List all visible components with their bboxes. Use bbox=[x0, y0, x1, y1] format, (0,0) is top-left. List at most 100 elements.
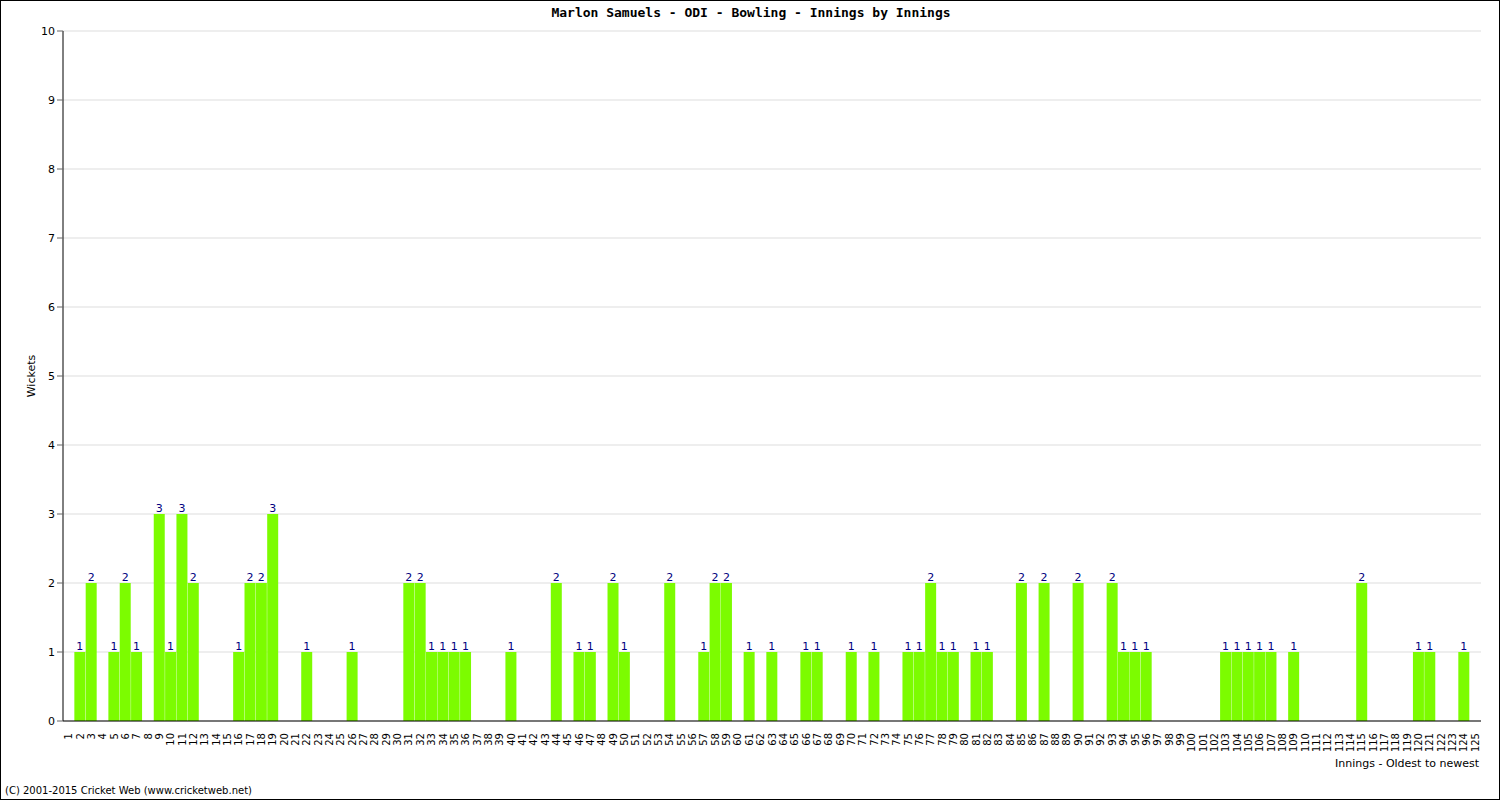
svg-text:43: 43 bbox=[540, 733, 551, 746]
svg-text:112: 112 bbox=[1322, 733, 1333, 752]
svg-text:123: 123 bbox=[1447, 733, 1458, 752]
svg-text:39: 39 bbox=[494, 733, 505, 746]
svg-text:1: 1 bbox=[349, 640, 356, 653]
svg-text:1: 1 bbox=[575, 640, 582, 653]
svg-text:32: 32 bbox=[415, 733, 426, 746]
svg-text:8: 8 bbox=[143, 733, 154, 739]
svg-text:10: 10 bbox=[165, 733, 176, 746]
svg-text:3: 3 bbox=[156, 502, 163, 515]
svg-text:1: 1 bbox=[984, 640, 991, 653]
svg-text:100: 100 bbox=[1186, 733, 1197, 752]
svg-text:33: 33 bbox=[426, 733, 437, 746]
svg-text:1: 1 bbox=[1267, 640, 1274, 653]
svg-text:2: 2 bbox=[553, 571, 560, 584]
svg-text:2: 2 bbox=[75, 733, 86, 739]
svg-text:2: 2 bbox=[190, 571, 197, 584]
svg-text:1: 1 bbox=[462, 640, 469, 653]
svg-text:1: 1 bbox=[110, 640, 117, 653]
svg-text:1: 1 bbox=[1290, 640, 1297, 653]
svg-text:1: 1 bbox=[1415, 640, 1422, 653]
svg-text:6: 6 bbox=[48, 301, 55, 314]
svg-text:1: 1 bbox=[1245, 640, 1252, 653]
svg-text:16: 16 bbox=[233, 733, 244, 746]
svg-text:2: 2 bbox=[1075, 571, 1082, 584]
svg-text:60: 60 bbox=[732, 733, 743, 746]
svg-text:104: 104 bbox=[1232, 733, 1243, 752]
svg-text:1: 1 bbox=[1120, 640, 1127, 653]
svg-text:8: 8 bbox=[48, 163, 55, 176]
svg-text:5: 5 bbox=[109, 733, 120, 739]
svg-text:1: 1 bbox=[938, 640, 945, 653]
svg-text:111: 111 bbox=[1311, 733, 1322, 752]
svg-text:71: 71 bbox=[857, 733, 868, 746]
svg-text:31: 31 bbox=[403, 733, 414, 746]
svg-text:1: 1 bbox=[746, 640, 753, 653]
svg-text:2: 2 bbox=[723, 571, 730, 584]
svg-text:11: 11 bbox=[177, 733, 188, 746]
svg-text:102: 102 bbox=[1209, 733, 1220, 752]
svg-text:66: 66 bbox=[801, 733, 812, 746]
svg-text:1: 1 bbox=[587, 640, 594, 653]
svg-text:1: 1 bbox=[916, 640, 923, 653]
svg-text:119: 119 bbox=[1402, 733, 1413, 752]
svg-text:29: 29 bbox=[381, 733, 392, 746]
svg-text:57: 57 bbox=[698, 733, 709, 746]
svg-text:44: 44 bbox=[551, 733, 562, 746]
svg-text:26: 26 bbox=[347, 733, 358, 746]
svg-text:19: 19 bbox=[267, 733, 278, 746]
svg-text:2: 2 bbox=[258, 571, 265, 584]
svg-text:92: 92 bbox=[1095, 733, 1106, 746]
svg-text:5: 5 bbox=[48, 370, 55, 383]
svg-text:1: 1 bbox=[1222, 640, 1229, 653]
svg-text:1: 1 bbox=[621, 640, 628, 653]
svg-text:10: 10 bbox=[41, 25, 55, 38]
svg-text:2: 2 bbox=[1041, 571, 1048, 584]
svg-text:108: 108 bbox=[1277, 733, 1288, 752]
svg-text:86: 86 bbox=[1027, 733, 1038, 746]
svg-text:105: 105 bbox=[1243, 733, 1254, 752]
svg-text:52: 52 bbox=[642, 733, 653, 746]
svg-text:1: 1 bbox=[48, 646, 55, 659]
svg-text:47: 47 bbox=[585, 733, 596, 746]
svg-text:114: 114 bbox=[1345, 733, 1356, 752]
svg-text:117: 117 bbox=[1379, 733, 1390, 752]
svg-text:1: 1 bbox=[133, 640, 140, 653]
svg-text:56: 56 bbox=[687, 733, 698, 746]
svg-text:3: 3 bbox=[178, 502, 185, 515]
svg-text:54: 54 bbox=[664, 733, 675, 746]
svg-text:4: 4 bbox=[97, 733, 108, 739]
svg-text:37: 37 bbox=[472, 733, 483, 746]
svg-text:93: 93 bbox=[1107, 733, 1118, 746]
svg-text:27: 27 bbox=[358, 733, 369, 746]
svg-text:2: 2 bbox=[417, 571, 424, 584]
svg-text:7: 7 bbox=[131, 733, 142, 739]
svg-text:125: 125 bbox=[1470, 733, 1481, 752]
svg-text:120: 120 bbox=[1413, 733, 1424, 752]
svg-text:2: 2 bbox=[1018, 571, 1025, 584]
svg-text:1: 1 bbox=[950, 640, 957, 653]
svg-text:6: 6 bbox=[120, 733, 131, 739]
svg-text:67: 67 bbox=[812, 733, 823, 746]
svg-text:36: 36 bbox=[460, 733, 471, 746]
svg-text:75: 75 bbox=[903, 733, 914, 746]
svg-text:1: 1 bbox=[235, 640, 242, 653]
svg-text:1: 1 bbox=[814, 640, 821, 653]
svg-text:2: 2 bbox=[88, 571, 95, 584]
svg-text:42: 42 bbox=[528, 733, 539, 746]
svg-text:84: 84 bbox=[1005, 733, 1016, 746]
svg-text:34: 34 bbox=[438, 733, 449, 746]
svg-text:116: 116 bbox=[1368, 733, 1379, 752]
svg-text:40: 40 bbox=[506, 733, 517, 746]
svg-text:2: 2 bbox=[666, 571, 673, 584]
svg-text:101: 101 bbox=[1198, 733, 1209, 752]
svg-text:98: 98 bbox=[1164, 733, 1175, 746]
svg-text:113: 113 bbox=[1334, 733, 1345, 752]
svg-text:110: 110 bbox=[1300, 733, 1311, 752]
svg-text:103: 103 bbox=[1220, 733, 1231, 752]
svg-text:64: 64 bbox=[778, 733, 789, 746]
svg-text:124: 124 bbox=[1458, 733, 1469, 752]
svg-text:1: 1 bbox=[973, 640, 980, 653]
svg-text:77: 77 bbox=[925, 733, 936, 746]
svg-text:106: 106 bbox=[1254, 733, 1265, 752]
svg-text:21: 21 bbox=[290, 733, 301, 746]
